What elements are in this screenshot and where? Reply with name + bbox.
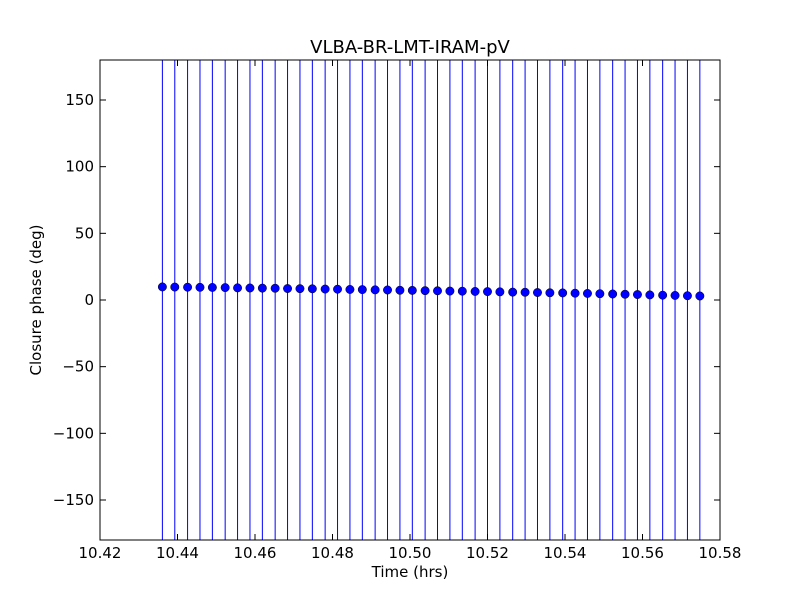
data-point	[483, 287, 492, 297]
x-tick-label: 10.48	[311, 544, 354, 562]
chart-title: VLBA-BR-LMT-IRAM-pV	[310, 37, 510, 58]
data-point	[620, 289, 630, 299]
data-point	[533, 288, 542, 297]
x-tick-label: 10.56	[621, 544, 664, 562]
y-tick-label: 150	[65, 91, 94, 109]
data-point	[470, 287, 480, 296]
data-point	[683, 291, 692, 301]
plot-area	[99, 59, 721, 541]
data-point	[433, 286, 442, 296]
data-point	[457, 286, 467, 296]
data-point	[695, 291, 705, 301]
data-points	[157, 282, 705, 301]
data-point	[257, 283, 267, 293]
data-point	[395, 285, 405, 295]
data-point	[333, 284, 342, 294]
data-point	[233, 283, 243, 293]
x-tick-label: 10.44	[156, 544, 199, 562]
data-point	[545, 288, 555, 298]
data-point	[520, 287, 530, 297]
data-point	[495, 287, 505, 297]
data-point	[345, 285, 355, 294]
data-point	[670, 291, 680, 300]
data-point	[508, 287, 518, 297]
data-point	[370, 285, 380, 295]
data-point	[595, 289, 605, 299]
x-tick-label: 10.54	[544, 544, 587, 562]
y-axis-ticks: −150 −100 −50 0 50 100 150	[53, 91, 720, 509]
data-point	[357, 285, 367, 295]
data-point	[283, 284, 292, 293]
data-point	[320, 284, 330, 294]
data-point	[170, 282, 180, 292]
x-axis-label: Time (hrs)	[371, 563, 449, 581]
y-axis-label: Closure phase (deg)	[27, 225, 45, 376]
data-point	[407, 285, 417, 295]
data-point	[295, 284, 305, 294]
data-point	[220, 283, 230, 293]
y-tick-label: 50	[75, 224, 94, 242]
data-point	[183, 282, 193, 292]
data-point	[570, 288, 580, 298]
data-point	[157, 282, 167, 292]
data-point	[307, 284, 317, 294]
data-point	[645, 290, 655, 300]
data-point	[558, 288, 568, 298]
data-point	[207, 283, 217, 292]
x-tick-label: 10.52	[466, 544, 509, 562]
data-point	[383, 285, 392, 295]
y-tick-label: −100	[53, 424, 94, 442]
data-point	[245, 283, 255, 293]
data-point	[195, 282, 205, 292]
data-point	[445, 286, 455, 296]
y-tick-label: −150	[53, 491, 94, 509]
x-tick-label: 10.50	[389, 544, 432, 562]
y-tick-label: 0	[84, 291, 94, 309]
x-tick-label: 10.46	[234, 544, 277, 562]
x-axis-ticks: 10.42 10.44 10.46 10.48 10.50 10.52 10.54 10.56…	[79, 60, 742, 562]
x-tick-label: 10.58	[699, 544, 742, 562]
error-bars	[161, 60, 701, 540]
data-point	[633, 290, 642, 299]
data-point	[658, 290, 668, 300]
data-point	[270, 283, 280, 293]
y-tick-label: −50	[62, 358, 94, 376]
data-point	[420, 286, 430, 296]
x-tick-label: 10.42	[79, 544, 122, 562]
data-point	[608, 289, 618, 299]
y-tick-label: 100	[65, 158, 94, 176]
data-point	[583, 289, 592, 298]
